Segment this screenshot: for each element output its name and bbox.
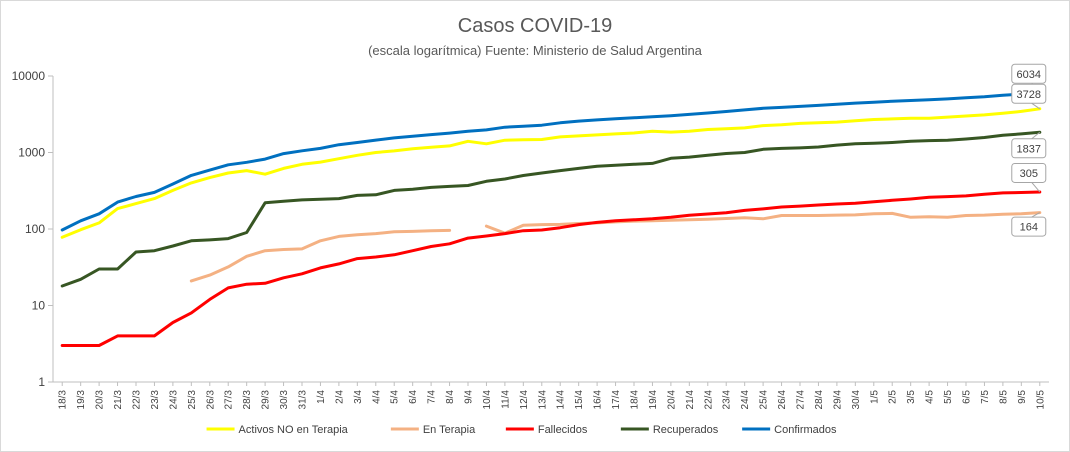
legend-label-0: Activos NO en Terapia — [239, 424, 349, 436]
x-tick-label: 7/5 — [980, 390, 991, 404]
x-tick-label: 3/5 — [906, 390, 917, 404]
x-tick-label: 10/5 — [1035, 390, 1046, 410]
series-line-2 — [60, 190, 1042, 347]
y-tick-label: 100 — [25, 222, 45, 236]
x-tick-label: 6/4 — [408, 390, 419, 404]
x-tick-label: 15/4 — [574, 390, 585, 410]
callouts-group: 6034 3728 1837 305 164 — [1011, 63, 1047, 237]
chart-title: Casos COVID-19 — [458, 15, 613, 37]
x-tick-label: 4/4 — [371, 390, 382, 404]
x-tick-label: 21/3 — [113, 390, 124, 410]
x-tick-label: 2/4 — [334, 390, 345, 404]
legend-label-4: Confirmados — [774, 424, 837, 436]
callout-leader — [1031, 212, 1041, 218]
x-tick-label: 30/4 — [851, 390, 862, 410]
x-tick-label: 20/4 — [666, 390, 677, 410]
chart-subtitle: (escala logarítmica) Fuente: Ministerio … — [368, 43, 703, 58]
x-tick-label: 25/4 — [759, 390, 770, 410]
x-tick-label: 4/5 — [925, 390, 936, 404]
x-tick-label: 26/3 — [205, 390, 216, 410]
callout-label: 305 — [1020, 168, 1038, 180]
x-tick-label: 29/4 — [832, 390, 843, 410]
callout-label: 1837 — [1017, 143, 1041, 155]
legend-label-2: Fallecidos — [538, 424, 588, 436]
y-tick-label: 10 — [32, 299, 46, 313]
x-tick-label: 14/4 — [556, 390, 567, 410]
x-tick-label: 16/4 — [593, 390, 604, 410]
x-tick-label: 11/4 — [500, 390, 511, 409]
x-tick-label: 10/4 — [482, 390, 493, 410]
callout-leader — [1031, 131, 1041, 140]
x-tick-label: 3/4 — [353, 390, 364, 404]
x-tick-label: 21/4 — [685, 390, 696, 410]
callout-label: 6034 — [1017, 69, 1041, 81]
x-tick-label: 17/4 — [611, 390, 622, 410]
y-tick-label: 10000 — [12, 69, 46, 83]
x-tick-label: 8/5 — [998, 390, 1009, 404]
x-tick-label: 1/4 — [316, 390, 327, 404]
x-tick-label: 6/5 — [962, 390, 973, 404]
legend-label-1: En Terapia — [423, 424, 476, 436]
series-line-1 — [484, 211, 1042, 235]
series-line-4 — [60, 91, 1042, 232]
x-tick-label: 27/3 — [224, 390, 235, 410]
x-tick-label: 18/4 — [630, 390, 641, 410]
x-tick-label: 24/4 — [740, 390, 751, 410]
x-tick-label: 12/4 — [519, 390, 530, 410]
x-tick-label: 28/3 — [242, 390, 253, 410]
series-line-1 — [189, 228, 452, 283]
x-tick-label: 19/3 — [76, 390, 87, 410]
x-tick-label: 31/3 — [298, 390, 309, 410]
x-tick-label: 7/4 — [427, 390, 438, 404]
y-tick-label: 1 — [38, 375, 45, 389]
x-tick-label: 8/4 — [445, 390, 456, 404]
series-line-0 — [60, 107, 1042, 239]
callout-leader — [1031, 102, 1041, 110]
x-tick-label: 5/5 — [943, 390, 954, 404]
callout-leader — [1031, 182, 1041, 193]
callout-label: 3728 — [1017, 89, 1041, 101]
x-tick-label: 1/5 — [869, 390, 880, 404]
x-tick-label: 20/3 — [95, 390, 106, 410]
series-group — [60, 91, 1042, 347]
series-line-3 — [60, 130, 1042, 288]
x-tick-label: 22/4 — [703, 390, 714, 410]
x-tick-label: 26/4 — [777, 390, 788, 410]
x-tick-label: 25/3 — [187, 390, 198, 410]
callout-box — [1011, 63, 1047, 84]
callout-box — [1011, 83, 1047, 104]
x-tick-label: 29/3 — [261, 390, 272, 410]
x-tick-label: 30/3 — [279, 390, 290, 410]
legend: Activos NO en Terapia En Terapia Fallecido… — [206, 424, 837, 436]
axes-group: 1 10 100 1000 10000 18/3 19/3 20/3 21/3 22/3 23/3 2… — [12, 69, 1049, 409]
x-tick-label: 5/4 — [390, 390, 401, 404]
x-tick-label: 9/5 — [1017, 390, 1028, 404]
legend-label-3: Recuperados — [653, 424, 719, 436]
callout-label: 164 — [1020, 222, 1038, 234]
x-tick-label: 23/3 — [150, 390, 161, 410]
x-tick-label: 19/4 — [648, 390, 659, 410]
x-tick-label: 22/3 — [132, 390, 143, 410]
x-tick-label: 18/3 — [58, 390, 69, 410]
callout-box — [1011, 216, 1047, 237]
x-tick-label: 9/4 — [464, 390, 475, 404]
x-tick-label: 27/4 — [796, 390, 807, 410]
callout-box — [1011, 162, 1047, 183]
x-tick-label: 2/5 — [888, 390, 899, 404]
x-tick-label: 13/4 — [537, 390, 548, 410]
x-tick-label: 28/4 — [814, 390, 825, 410]
x-tick-label: 23/4 — [722, 390, 733, 410]
y-tick-label: 1000 — [18, 146, 45, 160]
callout-box — [1011, 138, 1047, 159]
x-tick-label: 24/3 — [168, 390, 179, 410]
